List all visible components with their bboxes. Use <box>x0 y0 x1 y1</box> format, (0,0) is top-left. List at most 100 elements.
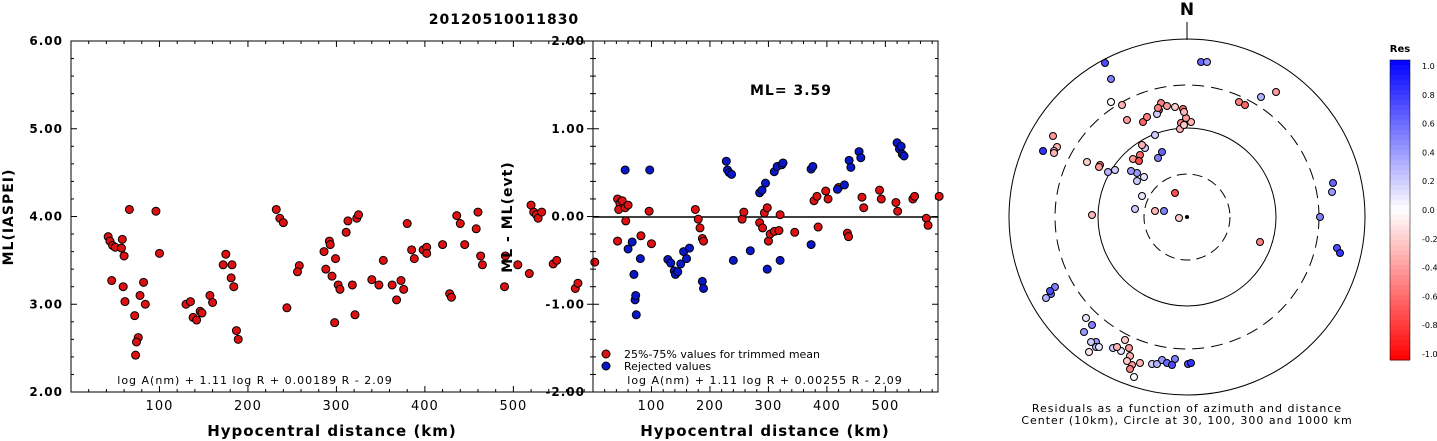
data-points <box>103 200 600 360</box>
data-point <box>378 255 388 265</box>
colorbar-segment <box>1390 70 1410 76</box>
station-marker <box>1042 294 1050 302</box>
data-point <box>221 249 231 259</box>
data-point <box>151 206 161 216</box>
used-point <box>790 227 800 237</box>
data-point <box>233 334 243 344</box>
rejected-point <box>721 156 731 166</box>
colorbar-segment <box>1390 195 1410 201</box>
rejected-point <box>856 153 866 163</box>
data-point <box>537 207 547 217</box>
x-tick-label: 500 <box>871 399 899 414</box>
rejected-point <box>627 237 637 247</box>
caption-line-2: Center (10km), Circle at 30, 100, 300 an… <box>1021 414 1352 427</box>
used-point <box>893 206 903 216</box>
station-marker <box>1158 148 1166 156</box>
data-point <box>409 254 419 264</box>
colorbar-title: Res <box>1390 44 1410 55</box>
data-point <box>399 284 409 294</box>
station-marker <box>1171 189 1179 197</box>
station-marker <box>1163 102 1171 110</box>
used-point <box>910 191 920 201</box>
colorbar-segment <box>1390 95 1410 101</box>
data-point <box>374 280 384 290</box>
station-marker <box>1049 132 1057 140</box>
colorbar-tick-label: -1.0 <box>1422 350 1437 359</box>
colorbar-segment <box>1390 210 1410 216</box>
station-marker <box>1080 328 1088 336</box>
station-marker <box>1151 207 1159 215</box>
station-marker <box>1125 344 1133 352</box>
colorbar-segment <box>1390 160 1410 166</box>
station-marker <box>1127 167 1135 175</box>
data-point <box>422 248 432 258</box>
colorbar-segment <box>1390 265 1410 271</box>
used-point <box>774 226 784 236</box>
data-point <box>573 278 583 288</box>
station-marker <box>1203 58 1211 66</box>
station-marker <box>1171 103 1179 111</box>
colorbar-segment <box>1390 235 1410 241</box>
formula-label: log A(nm) + 1.11 log R + 0.00255 R - 2.0… <box>627 374 902 387</box>
colorbar-segment <box>1390 190 1410 196</box>
station-marker <box>1088 321 1096 329</box>
x-tick-label: 500 <box>499 399 527 414</box>
colorbar-segment <box>1390 90 1410 96</box>
colorbar-segment <box>1390 290 1410 296</box>
data-point <box>341 227 351 237</box>
colorbar-segment <box>1390 155 1410 161</box>
circle-100km <box>1097 127 1277 307</box>
data-point <box>471 224 481 234</box>
used-point <box>775 210 785 220</box>
colorbar-frame <box>1389 59 1411 361</box>
rejected-point <box>806 240 816 250</box>
colorbar-segment <box>1390 120 1410 126</box>
data-point <box>208 297 218 307</box>
data-point <box>350 310 360 320</box>
data-point <box>271 204 281 214</box>
data-point <box>524 269 534 279</box>
data-point <box>460 240 470 250</box>
station-marker <box>1104 168 1112 176</box>
data-point <box>197 308 207 318</box>
data-point <box>140 299 150 309</box>
station-marker <box>1154 104 1162 112</box>
data-point <box>131 337 141 347</box>
colorbar-segment <box>1390 115 1410 121</box>
data-point <box>392 295 402 305</box>
colorbar-segment <box>1390 100 1410 106</box>
data-point <box>319 247 329 257</box>
colorbar-segment <box>1390 130 1410 136</box>
station-marker <box>1180 108 1188 116</box>
circle-1000km <box>1008 38 1366 396</box>
data-point <box>590 257 600 267</box>
used-point <box>690 204 700 214</box>
station-marker <box>1136 359 1144 367</box>
caption-line-1: Residuals as a function of azimuth and d… <box>1032 402 1342 415</box>
used-point <box>857 192 867 202</box>
rejected-point <box>761 178 770 188</box>
station-marker <box>1241 101 1249 109</box>
station-marker <box>1088 211 1096 219</box>
y-tick-labels: 2.00 3.00 4.00 5.00 6.00 <box>29 34 593 399</box>
data-point <box>192 315 202 325</box>
colorbar-segment <box>1390 75 1410 81</box>
x-axis-label: Hypocentral distance (km) <box>207 422 457 440</box>
colorbar-segment <box>1390 250 1410 256</box>
y-tick-label: 5.00 <box>29 122 63 136</box>
colorbar-segment <box>1390 355 1410 361</box>
data-point <box>476 251 486 261</box>
colorbar-segment <box>1390 65 1410 71</box>
legend-marker-rejected <box>601 361 611 371</box>
x-tick-label: 300 <box>323 399 351 414</box>
colorbar-segment <box>1390 145 1410 151</box>
used-point <box>621 216 631 226</box>
used-point <box>812 191 822 201</box>
colorbar-tick-label: 0.2 <box>1422 177 1435 186</box>
station-marker <box>1118 101 1126 109</box>
station-marker <box>1168 361 1176 369</box>
used-point <box>636 231 646 241</box>
data-point <box>402 219 412 229</box>
station-marker <box>1121 336 1129 344</box>
data-point <box>552 255 562 265</box>
